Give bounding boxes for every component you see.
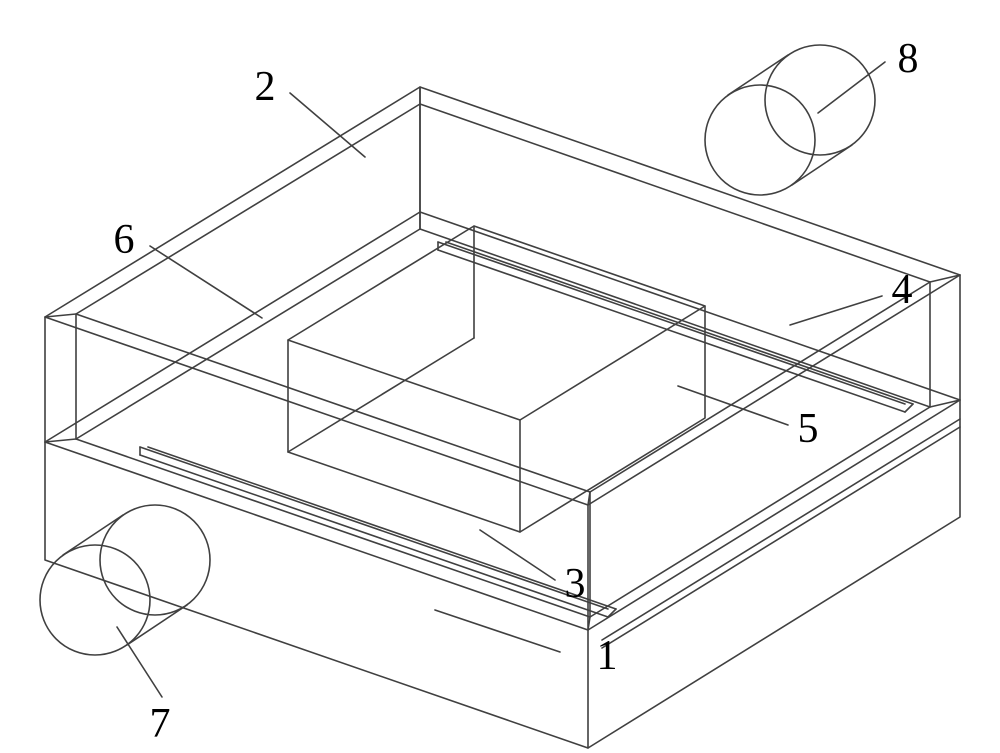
leader-1: [435, 610, 560, 652]
label-1: 1: [597, 633, 618, 679]
leader-6: [150, 246, 262, 318]
leader-lines: [117, 62, 885, 697]
roller-front-left: [40, 505, 210, 655]
callout-labels: 1 2 3 4 5 6 7 8: [114, 36, 919, 747]
label-7: 7: [150, 701, 171, 747]
rail-near: [140, 447, 616, 617]
roller-back-right: [705, 45, 875, 195]
leader-3: [480, 530, 555, 580]
leader-2: [290, 93, 365, 157]
label-8: 8: [898, 36, 919, 82]
label-4: 4: [892, 267, 913, 313]
label-5: 5: [798, 406, 819, 452]
base-front-left-face: [45, 442, 588, 748]
rail-outer-right: [602, 419, 960, 648]
base-front-right-face: [588, 400, 960, 748]
label-3: 3: [565, 561, 586, 607]
base-top-face: [45, 212, 960, 630]
tray-wall-top-outer: [45, 87, 960, 505]
label-6: 6: [114, 217, 135, 263]
technical-drawing: 1 2 3 4 5 6 7 8: [0, 0, 1000, 753]
label-2: 2: [255, 64, 276, 110]
